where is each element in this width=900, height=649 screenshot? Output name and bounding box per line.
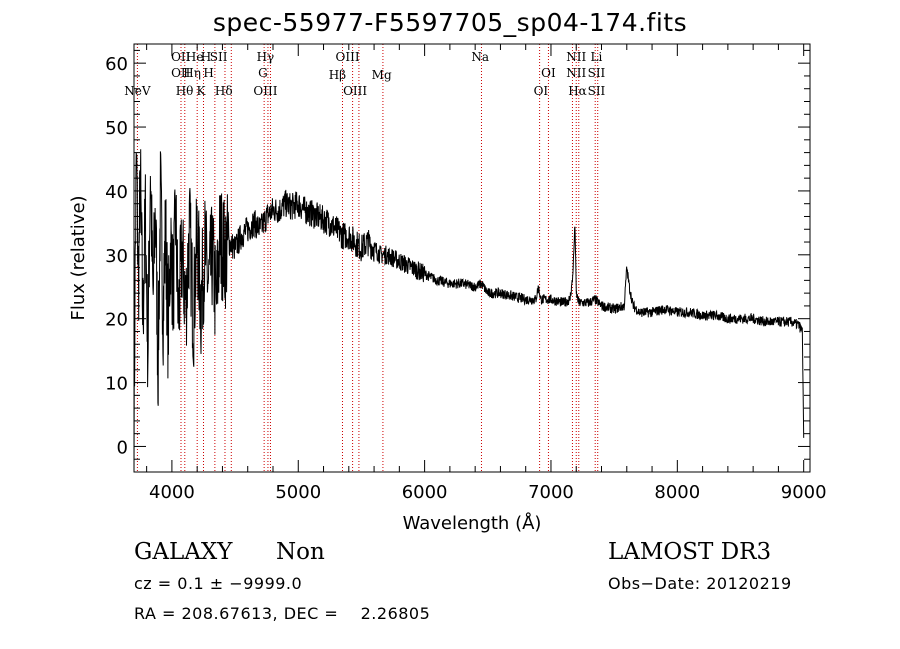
y-tick-label: 50 (105, 118, 128, 139)
emission-line-label: OII (171, 66, 191, 80)
emission-line-label: He (186, 50, 204, 64)
y-tick-label: 30 (105, 246, 128, 267)
x-tick-label: 5000 (275, 482, 321, 503)
emission-line-label: OII (171, 50, 191, 64)
y-tick-label: 0 (117, 437, 128, 458)
emission-line-label: SII (588, 84, 606, 98)
emission-line-label: Hη (183, 66, 201, 80)
survey-label: LAMOST DR3 (608, 539, 772, 565)
emission-line-markers (136, 44, 599, 472)
x-axis-label: Wavelength (Å) (403, 512, 542, 534)
y-tick-label: 60 (105, 54, 128, 75)
x-tick-label: 7000 (528, 482, 574, 503)
x-tick-label: 6000 (402, 482, 448, 503)
x-tick-label: 8000 (654, 482, 700, 503)
emission-line-label: H (203, 66, 213, 80)
spectrum-line (133, 149, 805, 473)
emission-line-label: OI (534, 84, 549, 98)
y-tick-label: 20 (105, 310, 128, 331)
emission-line-label: Hγ (257, 50, 275, 64)
y-tick-label: 10 (105, 374, 128, 395)
plot-frame (133, 43, 811, 473)
emission-line-label: OIII (336, 50, 360, 64)
emission-line-label: OIII (343, 84, 367, 98)
object-class: GALAXY (134, 539, 233, 565)
spectrum-series (133, 149, 805, 473)
emission-line-label: OI (541, 66, 556, 80)
emission-line-label: Hβ (329, 68, 346, 82)
chart-title: spec-55977-F5597705_sp04-174.fits (212, 8, 688, 37)
emission-line-label: Li (591, 50, 603, 64)
emission-line-label: Mg (372, 68, 392, 82)
obs-date: Obs−Date: 20120219 (608, 574, 792, 593)
emission-line-labels: NeVOIIOIIHθHeHηHHKSIIHδHγGOIIIOIIIHβOIII… (124, 50, 605, 98)
emission-line-label: SII (210, 50, 228, 64)
emission-line-label: Na (471, 50, 489, 64)
emission-line-label: H (201, 50, 211, 64)
emission-line-label: Hθ (176, 84, 194, 98)
emission-line-label: NeV (124, 84, 151, 98)
axis-ticks: 4000 5000 6000 7000 8000 9000 0 10 20 30 40 50 60 (105, 44, 827, 503)
emission-line-label: K (196, 84, 206, 98)
object-subclass: Non (276, 539, 325, 565)
redshift-readout: cz = 0.1 ± −9999.0 (134, 574, 303, 593)
x-tick-label: 4000 (149, 482, 195, 503)
ra-dec-readout: RA = 208.67613, DEC = 2.26805 (134, 604, 431, 623)
emission-line-label: Hδ (215, 84, 233, 98)
x-tick-label: 9000 (781, 482, 827, 503)
emission-line-label: NII (566, 66, 586, 80)
y-tick-label: 40 (105, 182, 128, 203)
emission-line-label: SII (588, 66, 606, 80)
y-axis-label: Flux (relative) (68, 195, 89, 320)
emission-line-label: NII (566, 50, 586, 64)
emission-line-label: OIII (253, 84, 277, 98)
emission-line-label: G (258, 66, 268, 80)
emission-line-label: Hα (568, 84, 587, 98)
